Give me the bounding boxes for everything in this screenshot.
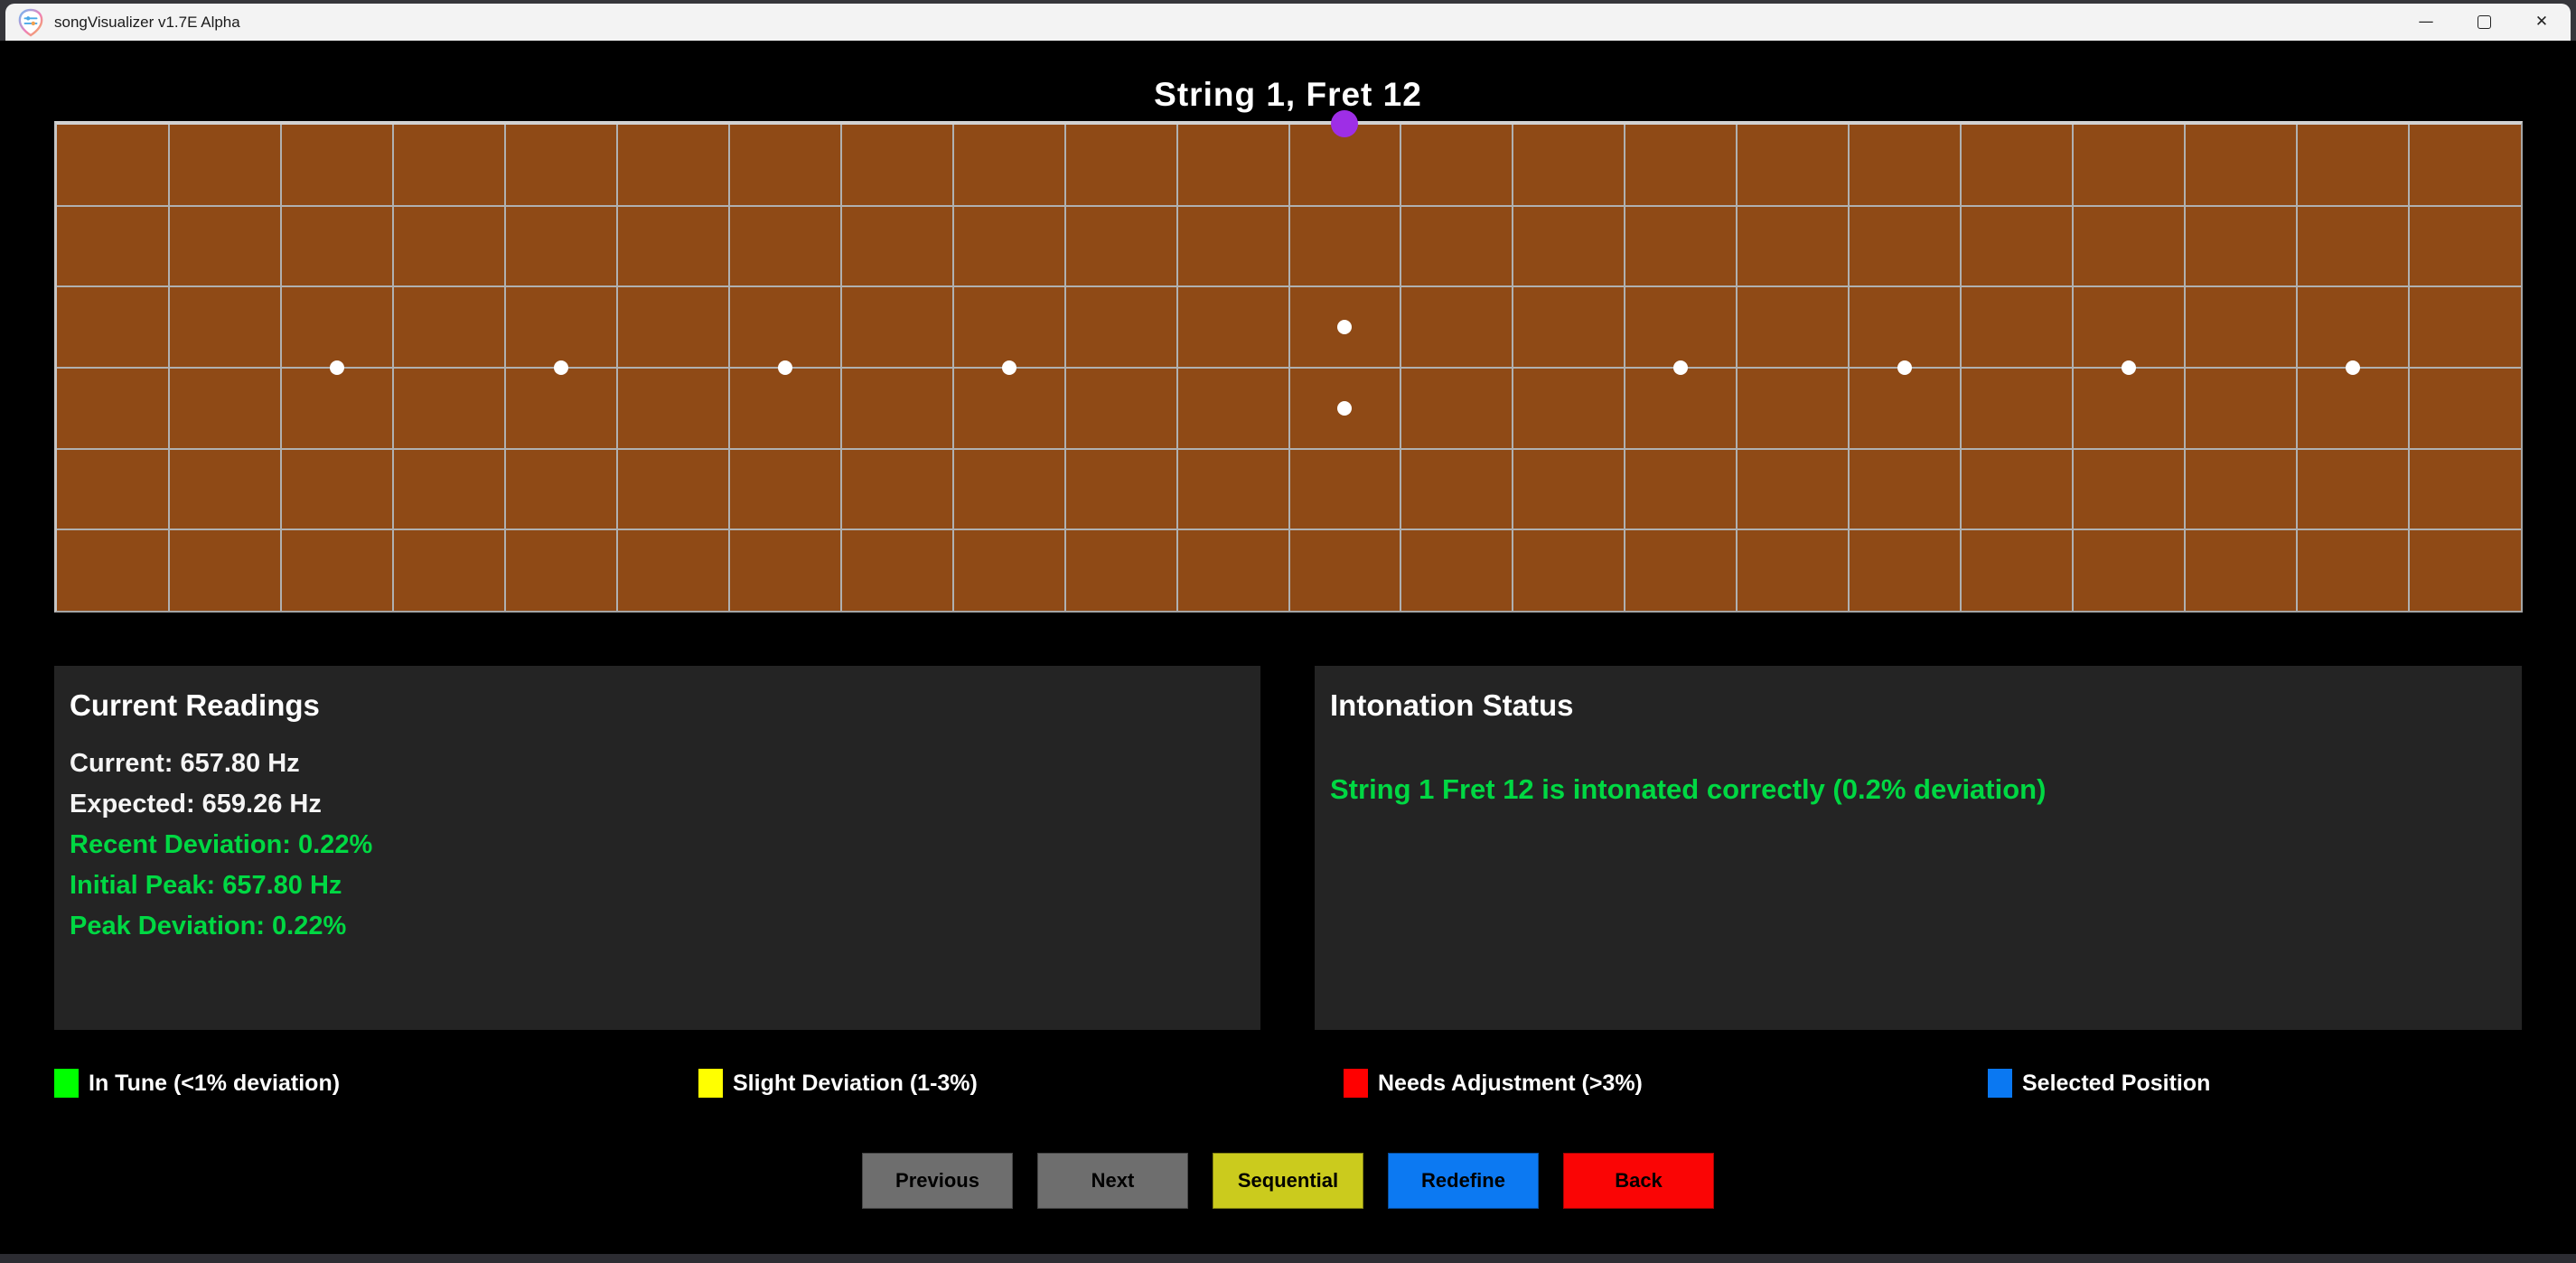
reading-line: Recent Deviation: 0.22% xyxy=(70,830,373,859)
app-icon xyxy=(18,8,43,37)
next-button[interactable]: Next xyxy=(1037,1153,1188,1209)
fret-marker-dot xyxy=(1897,360,1913,375)
selected-position-dot xyxy=(1331,110,1359,137)
taskbar-edge xyxy=(0,1254,2576,1263)
maximize-button[interactable] xyxy=(2455,4,2513,41)
page-title: String 1, Fret 12 xyxy=(1154,76,1422,113)
maximize-icon xyxy=(2477,15,2491,29)
slight-deviation-swatch xyxy=(698,1069,723,1098)
fret-marker-dot xyxy=(329,360,344,375)
legend-label: Selected Position xyxy=(2022,1070,2211,1096)
selected-position-swatch xyxy=(1988,1069,2012,1098)
current-readings-panel: Current Readings Current: 657.80 Hz Expec… xyxy=(54,666,1260,1030)
reading-line: Peak Deviation: 0.22% xyxy=(70,912,347,940)
sequential-button[interactable]: Sequential xyxy=(1213,1153,1363,1209)
string-line xyxy=(57,367,2521,369)
current-readings-title: Current Readings xyxy=(70,688,320,722)
fret-marker-dot xyxy=(777,360,792,375)
reading-line: Expected: 659.26 Hz xyxy=(70,790,322,819)
fret-marker-dot xyxy=(1337,400,1353,416)
legend-item: Slight Deviation (1-3%) xyxy=(698,1068,978,1099)
fret-marker-dot xyxy=(1337,320,1353,335)
string-line xyxy=(57,529,2521,530)
titlebar: songVisualizer v1.7E Alpha — ✕ xyxy=(5,4,2571,41)
close-icon: ✕ xyxy=(2534,13,2549,31)
reading-line: Current: 657.80 Hz xyxy=(70,749,300,778)
fret-marker-dot xyxy=(2346,360,2361,375)
readings-lines: Current: 657.80 Hz Expected: 659.26 Hz Rec… xyxy=(70,744,1260,947)
legend-label: Slight Deviation (1-3%) xyxy=(733,1070,978,1096)
legend-item: Needs Adjustment (>3%) xyxy=(1344,1068,1643,1099)
intonation-status-text: String 1 Fret 12 is intonated correctly … xyxy=(1330,773,2047,805)
close-button[interactable]: ✕ xyxy=(2513,4,2571,41)
intonation-status-panel: Intonation Status String 1 Fret 12 is in… xyxy=(1315,666,2522,1030)
fret-marker-dot xyxy=(553,360,568,375)
string-line xyxy=(57,448,2521,450)
legend-label: In Tune (<1% deviation) xyxy=(89,1070,341,1096)
in-tune-swatch xyxy=(54,1069,79,1098)
button-bar: Previous Next Sequential Redefine Back xyxy=(0,1153,2576,1209)
redefine-button[interactable]: Redefine xyxy=(1388,1153,1539,1209)
minimize-icon: — xyxy=(2418,13,2434,31)
fret-marker-dot xyxy=(1001,360,1016,375)
intonation-status-title: Intonation Status xyxy=(1330,688,1574,722)
needs-adjustment-swatch xyxy=(1344,1069,1368,1098)
window-controls: — ✕ xyxy=(2397,4,2571,41)
legend-item: In Tune (<1% deviation) xyxy=(54,1068,340,1099)
reading-line: Initial Peak: 657.80 Hz xyxy=(70,871,342,900)
legend-item: Selected Position xyxy=(1988,1068,2210,1099)
previous-button[interactable]: Previous xyxy=(862,1153,1013,1209)
legend-label: Needs Adjustment (>3%) xyxy=(1378,1070,1643,1096)
minimize-button[interactable]: — xyxy=(2397,4,2455,41)
window-title: songVisualizer v1.7E Alpha xyxy=(54,13,240,31)
fret-marker-dot xyxy=(2122,360,2137,375)
string-line xyxy=(57,285,2521,287)
string-line xyxy=(57,205,2521,207)
fretboard xyxy=(54,110,2523,613)
fret-marker-dot xyxy=(1673,360,1689,375)
back-button[interactable]: Back xyxy=(1563,1153,1714,1209)
